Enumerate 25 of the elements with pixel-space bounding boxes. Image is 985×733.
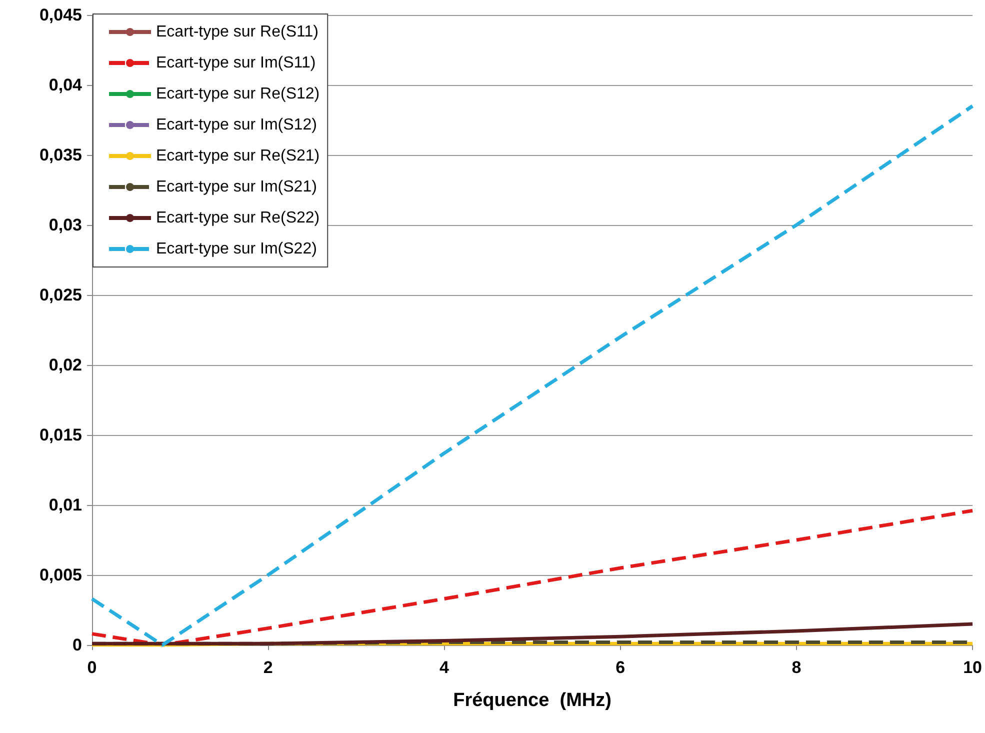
x-tick-label: 2	[263, 658, 273, 677]
y-tick-label: 0,01	[48, 496, 82, 514]
y-tick-label: 0,005	[39, 566, 82, 584]
x-tick-label: 10	[963, 658, 982, 677]
y-tick-label: 0	[72, 636, 82, 654]
y-tick-label: 0,02	[48, 356, 82, 374]
legend-label: Ecart-type sur Im(S22)	[156, 240, 317, 258]
legend-label: Ecart-type sur Re(S11)	[156, 24, 318, 40]
y-tick-label: 0,03	[48, 216, 82, 234]
y-tick-label: 0,035	[39, 146, 82, 164]
x-axis-title: Fréquence (MHz)	[453, 690, 612, 711]
x-tick-label: 0	[87, 658, 97, 677]
x-tick-label: 8	[792, 658, 802, 677]
legend-label: Ecart-type sur Im(S11)	[156, 54, 316, 72]
x-tick-label: 6	[616, 658, 626, 677]
legend-label: Ecart-type sur Re(S22)	[156, 210, 320, 226]
y-tick-label: 0,045	[39, 6, 82, 24]
x-tick-label: 4	[439, 658, 450, 677]
y-tick-label: 0,04	[48, 76, 83, 94]
legend-label: Ecart-type sur Re(S21)	[156, 148, 320, 164]
y-tick-label: 0,015	[39, 426, 82, 444]
legend-label: Ecart-type sur Im(S12)	[156, 116, 317, 134]
y-tick-label: 0,025	[39, 286, 82, 304]
legend-label: Ecart-type sur Re(S12)	[156, 86, 320, 102]
legend-label: Ecart-type sur Im(S21)	[156, 178, 317, 196]
